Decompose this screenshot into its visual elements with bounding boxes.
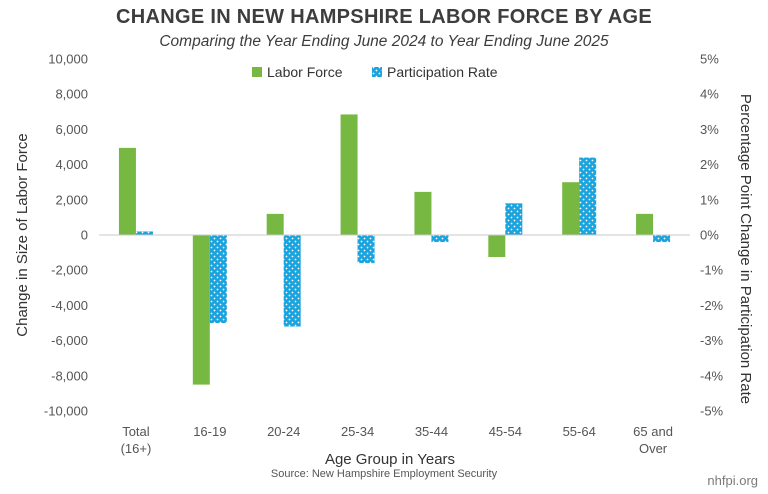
bar-labor-force (118, 147, 136, 235)
y2-tick-label: 2% (700, 157, 719, 172)
y2-tick-label: 5% (700, 52, 719, 67)
source-note: Source: New Hampshire Employment Securit… (270, 468, 498, 480)
x-tick-label: 55-64 (563, 424, 596, 439)
y-tick-label: 6,000 (55, 122, 88, 137)
y-tick-label: -8,000 (51, 368, 88, 383)
bar-participation-rate (579, 157, 597, 235)
x-tick-label: 35-44 (415, 424, 448, 439)
bar-participation-rate (505, 203, 523, 235)
bar-participation-rate (135, 231, 153, 235)
y2-tick-label: 4% (700, 87, 719, 102)
bar-labor-force (414, 191, 432, 235)
brand-url: nhfpi.org (707, 473, 758, 488)
x-tick-label: 16-19 (193, 424, 226, 439)
chart-legend: Labor Force Participation Rate (252, 64, 498, 80)
chart-title: CHANGE IN NEW HAMPSHIRE LABOR FORCE BY A… (116, 6, 652, 28)
y2-tick-label: 1% (700, 192, 719, 207)
x-tick-label: 65 and (633, 424, 673, 439)
x-axis-title: Age Group in Years (325, 451, 455, 468)
bar-participation-rate (653, 235, 671, 243)
y-tick-label: 10,000 (48, 52, 88, 67)
x-tick-label: Total (122, 424, 150, 439)
y2-tick-label: -3% (700, 333, 724, 348)
bar-participation-rate (209, 235, 227, 323)
y-tick-label: -2,000 (51, 263, 88, 278)
y-tick-label: -6,000 (51, 333, 88, 348)
bar-labor-force (266, 213, 284, 235)
y2-tick-label: 0% (700, 228, 719, 243)
bar-labor-force (192, 235, 210, 385)
y2-tick-label: -4% (700, 368, 724, 383)
chart-subtitle: Comparing the Year Ending June 2024 to Y… (159, 33, 609, 50)
y-tick-label: -10,000 (44, 404, 88, 419)
y2-tick-label: -2% (700, 298, 724, 313)
bar-labor-force (562, 182, 580, 235)
legend-label-participation-rate: Participation Rate (387, 64, 498, 80)
x-tick-label: 25-34 (341, 424, 374, 439)
y2-tick-label: 3% (700, 122, 719, 137)
y-tick-label: -4,000 (51, 298, 88, 313)
bar-participation-rate (283, 235, 301, 327)
x-tick-label: Over (639, 441, 668, 456)
y2-axis-title: Percentage Point Change in Participation… (737, 94, 754, 404)
y2-tick-label: -1% (700, 263, 724, 278)
bar-participation-rate (357, 235, 375, 264)
y2-tick-label: -5% (700, 404, 724, 419)
x-tick-label: 20-24 (267, 424, 300, 439)
legend-swatch-participation-rate (372, 67, 382, 77)
bar-labor-force (340, 114, 358, 235)
bar-labor-force (488, 235, 506, 257)
y-tick-label: 4,000 (55, 157, 88, 172)
y-axis-title: Change in Size of Labor Force (14, 133, 31, 336)
y-tick-label: 2,000 (55, 192, 88, 207)
y-tick-label: 0 (81, 228, 88, 243)
y-tick-label: 8,000 (55, 87, 88, 102)
x-tick-label: (16+) (121, 441, 152, 456)
x-tick-label: 45-54 (489, 424, 522, 439)
legend-swatch-labor-force (252, 67, 262, 77)
bar-labor-force (636, 213, 654, 235)
bar-participation-rate (431, 235, 449, 243)
legend-label-labor-force: Labor Force (267, 64, 343, 80)
